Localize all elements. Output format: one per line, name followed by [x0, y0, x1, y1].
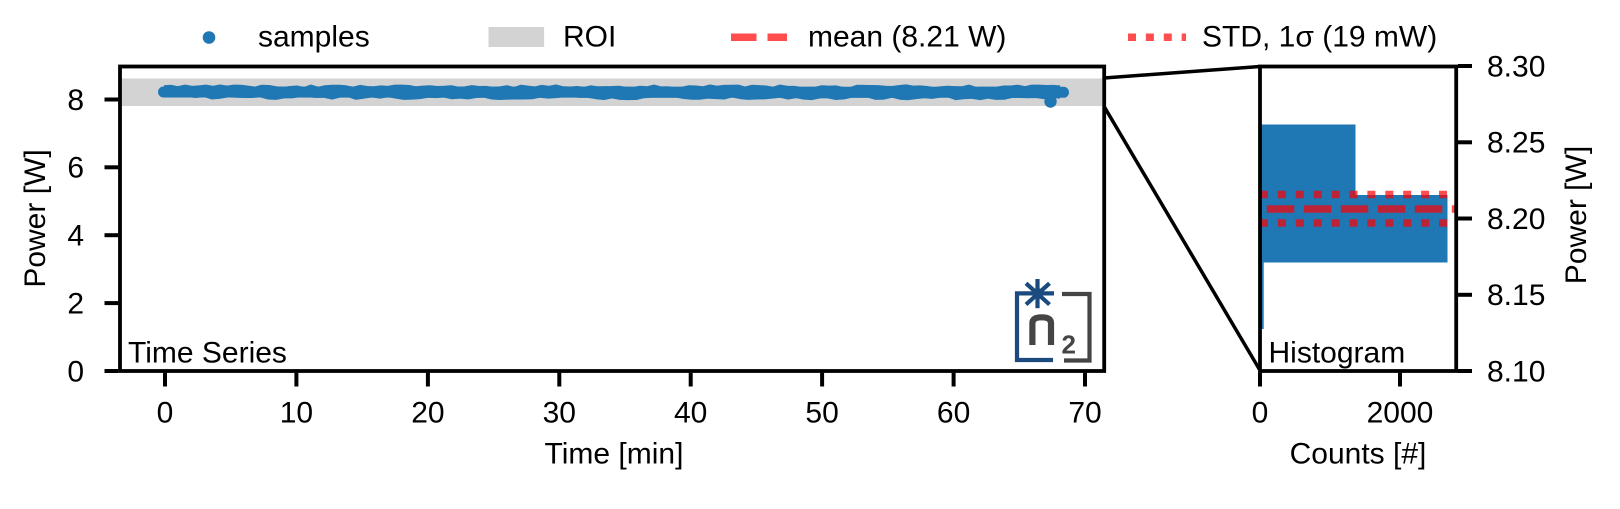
- svg-text:6: 6: [67, 152, 84, 185]
- svg-text:8.15: 8.15: [1487, 279, 1545, 312]
- svg-text:8: 8: [67, 84, 84, 117]
- svg-text:8.10: 8.10: [1487, 355, 1545, 388]
- svg-text:Time Series: Time Series: [128, 337, 287, 370]
- svg-text:0: 0: [67, 355, 84, 388]
- svg-text:40: 40: [674, 397, 707, 430]
- svg-text:8.30: 8.30: [1487, 50, 1545, 83]
- svg-text:mean (8.21 W): mean (8.21 W): [808, 20, 1006, 53]
- svg-text:10: 10: [280, 397, 313, 430]
- svg-text:0: 0: [1252, 397, 1269, 430]
- svg-text:0: 0: [157, 397, 174, 430]
- svg-text:4: 4: [67, 220, 84, 253]
- svg-text:STD, 1σ (19 mW): STD, 1σ (19 mW): [1202, 20, 1437, 53]
- svg-text:2: 2: [1062, 330, 1076, 360]
- svg-text:8.25: 8.25: [1487, 127, 1545, 160]
- svg-text:60: 60: [937, 397, 970, 430]
- svg-text:2: 2: [67, 287, 84, 320]
- svg-text:70: 70: [1068, 397, 1101, 430]
- svg-text:Power [W]: Power [W]: [19, 149, 52, 287]
- svg-text:30: 30: [543, 397, 576, 430]
- svg-text:samples: samples: [258, 20, 370, 53]
- svg-text:50: 50: [805, 397, 838, 430]
- svg-text:20: 20: [411, 397, 444, 430]
- svg-text:2000: 2000: [1367, 397, 1434, 430]
- svg-text:Time [min]: Time [min]: [545, 438, 684, 471]
- svg-text:Power [W]: Power [W]: [1560, 146, 1593, 284]
- svg-text:ROI: ROI: [563, 20, 616, 53]
- svg-text:8.20: 8.20: [1487, 203, 1545, 236]
- svg-text:Counts [#]: Counts [#]: [1290, 438, 1427, 471]
- svg-text:Histogram: Histogram: [1269, 337, 1406, 370]
